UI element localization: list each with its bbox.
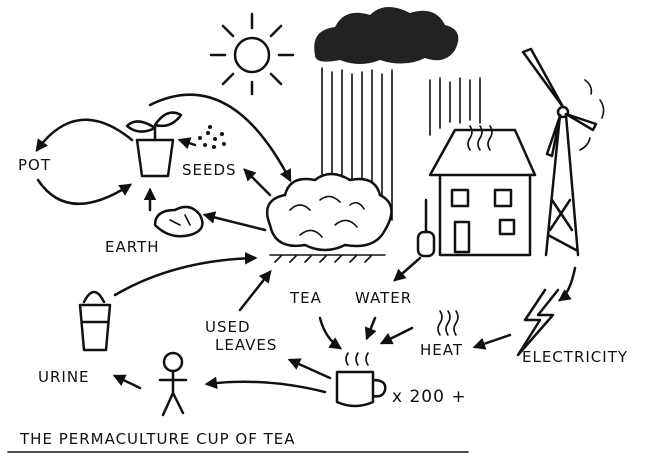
tea-mug — [337, 353, 385, 406]
label-earth: EARTH — [105, 238, 160, 256]
plant-pot — [127, 113, 181, 176]
label-tea: TEA — [289, 289, 322, 307]
urine-bucket — [80, 292, 110, 350]
title: THE PERMACULTURE CUP OF TEA — [19, 430, 296, 448]
label-used: USED — [205, 318, 251, 336]
person — [160, 353, 186, 415]
label-leaves: LEAVES — [215, 336, 277, 354]
label-urine: URINE — [38, 368, 90, 386]
label-pot: POT — [18, 156, 51, 174]
diagram: POT SEEDS EARTH URINE USED LEAVES TEA WA… — [0, 0, 654, 463]
heat-waves — [438, 311, 458, 335]
sun — [211, 14, 293, 94]
label-multiplier: x 200 + — [392, 387, 467, 407]
seeds — [198, 125, 226, 149]
bush — [267, 174, 391, 262]
label-heat: HEAT — [420, 341, 463, 359]
wind-turbine — [523, 49, 604, 255]
house — [418, 126, 535, 256]
lightning — [518, 290, 558, 355]
label-water: WATER — [355, 289, 412, 307]
label-electricity: ELECTRICITY — [522, 348, 628, 366]
earth-clump — [155, 207, 202, 236]
label-seeds: SEEDS — [182, 161, 237, 179]
